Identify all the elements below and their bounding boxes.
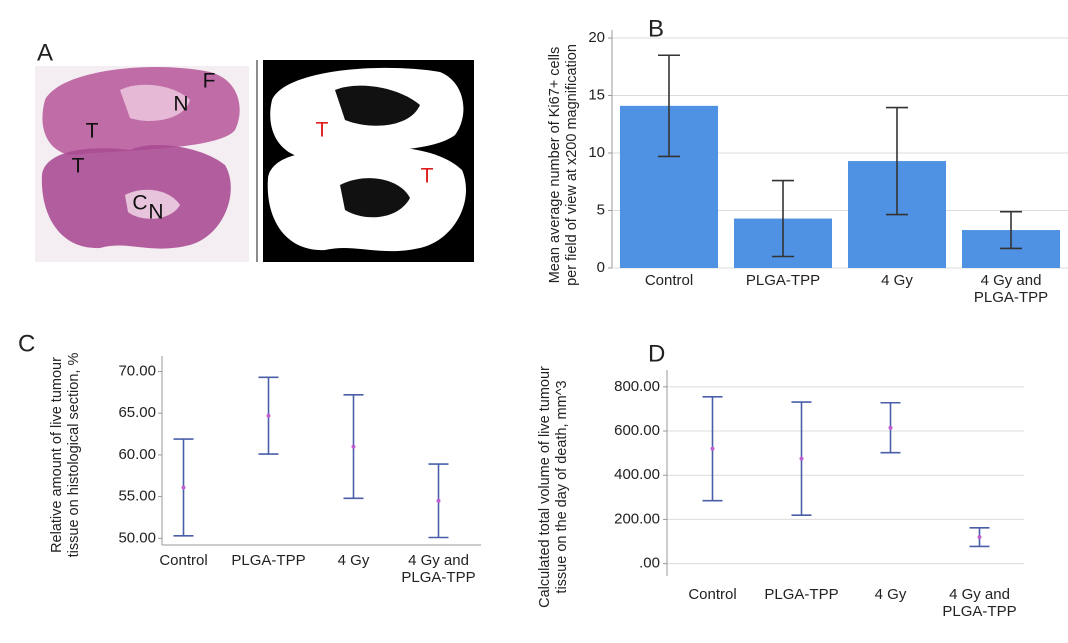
- region-label: T: [86, 120, 99, 143]
- y-tick-label: 800.00: [614, 378, 660, 395]
- x-tick-label-box: Control: [644, 272, 694, 289]
- mask-hole: [335, 85, 420, 126]
- x-tick-label: Control: [159, 552, 208, 569]
- y-tick-label: 65.00: [118, 404, 156, 421]
- y-tick-label: 50.00: [118, 529, 156, 546]
- mean-marker: [710, 446, 715, 451]
- region-label: T: [316, 119, 329, 142]
- y-tick-label: 600.00: [614, 422, 660, 439]
- region-label: N: [148, 201, 163, 224]
- mean-marker: [888, 425, 893, 430]
- y-tick-label: 5: [597, 201, 605, 218]
- x-tick-label-box: 4 Gy: [337, 552, 370, 569]
- y-axis-title-box: Calculated total volume of live tumour t…: [537, 366, 570, 608]
- mean-marker: [977, 535, 982, 540]
- x-tick-label: 4 Gy: [881, 272, 913, 289]
- y-tick-label: 20: [588, 29, 605, 46]
- x-tick-label-box: 4 Gy: [874, 586, 907, 603]
- x-tick-label-box: PLGA-TPP: [745, 272, 821, 289]
- panel-label: B: [648, 15, 664, 42]
- panel-label: A: [37, 39, 53, 66]
- panel-label: C: [18, 330, 35, 357]
- y-tick-label: 400.00: [614, 466, 660, 483]
- region-label: T: [421, 165, 434, 188]
- x-tick-label-box: 4 Gy and PLGA-TPP: [973, 272, 1049, 307]
- panel-label: D: [648, 340, 665, 367]
- mean-marker: [799, 456, 804, 461]
- x-tick-label: 4 Gy and PLGA-TPP: [942, 586, 1017, 621]
- mean-marker: [181, 485, 186, 490]
- x-tick-label: PLGA-TPP: [764, 586, 839, 603]
- mean-marker: [266, 413, 271, 418]
- y-tick-label: 70.00: [118, 362, 156, 379]
- x-tick-label: 4 Gy and PLGA-TPP: [973, 272, 1049, 307]
- y-tick-label: 15: [588, 86, 605, 103]
- x-tick-label: 4 Gy: [874, 586, 907, 603]
- x-tick-label: Control: [644, 272, 694, 289]
- necrosis: [120, 84, 190, 121]
- x-tick-label-box: Control: [159, 552, 208, 569]
- y-tick-label: 0: [597, 259, 605, 276]
- x-tick-label: 4 Gy: [337, 552, 370, 569]
- y-tick-label: 55.00: [118, 488, 156, 505]
- y-axis-title-box: Relative amount of live tumour tissue on…: [49, 352, 82, 558]
- y-tick-label: 10: [588, 144, 605, 161]
- x-tick-label-box: 4 Gy and PLGA-TPP: [942, 586, 1017, 621]
- x-tick-label-box: PLGA-TPP: [764, 586, 839, 603]
- mean-marker: [436, 498, 441, 503]
- necrosis: [125, 189, 180, 219]
- y-tick-label: 60.00: [118, 446, 156, 463]
- mean-marker: [351, 444, 356, 449]
- y-axis-title-box: Mean average number of Ki67+ cells per f…: [547, 44, 580, 286]
- region-label: F: [203, 70, 216, 93]
- y-axis-title: Calculated total volume of live tumour t…: [537, 366, 570, 608]
- x-tick-label-box: PLGA-TPP: [231, 552, 306, 569]
- x-tick-label: Control: [688, 586, 737, 603]
- x-tick-label-box: 4 Gy and PLGA-TPP: [401, 552, 476, 587]
- mask-hole: [340, 178, 410, 218]
- y-tick-label: .00: [639, 555, 660, 572]
- x-tick-label: 4 Gy and PLGA-TPP: [401, 552, 476, 587]
- y-axis-title: Relative amount of live tumour tissue on…: [49, 352, 82, 558]
- y-axis-title: Mean average number of Ki67+ cells per f…: [547, 44, 580, 286]
- x-tick-label: PLGA-TPP: [231, 552, 306, 569]
- region-label: N: [173, 93, 188, 116]
- x-tick-label-box: 4 Gy: [881, 272, 913, 289]
- y-tick-label: 200.00: [614, 510, 660, 527]
- x-tick-label: PLGA-TPP: [745, 272, 821, 289]
- x-tick-label-box: Control: [688, 586, 737, 603]
- region-label: T: [72, 155, 85, 178]
- region-label: C: [132, 192, 147, 215]
